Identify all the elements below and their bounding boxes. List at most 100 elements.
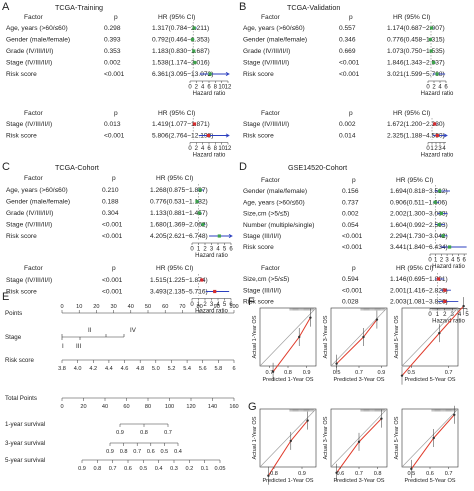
x-tick-label: 3 xyxy=(438,146,442,152)
header-hr: HR (95% CI) xyxy=(396,177,433,184)
header-factor: Factor xyxy=(261,177,280,184)
nomogram-tick-label: 90 xyxy=(214,304,220,310)
x-tick-label: 6 xyxy=(229,247,233,253)
hr-point xyxy=(438,189,442,193)
row-p: 0.594 xyxy=(342,276,359,283)
y-axis-label: Actual 5-Year OS xyxy=(394,416,400,459)
row-p: 0.002 xyxy=(104,60,121,67)
x-tick-label: 5 xyxy=(457,258,461,264)
row-hr: 0.776(0.458−1.315) xyxy=(387,37,445,44)
row-factor: Risk score xyxy=(6,133,37,140)
row-factor: Grade (IV/III/II/I) xyxy=(6,48,53,55)
calibration-line xyxy=(267,420,308,476)
x-tick-label: 0.9 xyxy=(378,370,386,376)
row-hr: 2.325(1.188−4.550) xyxy=(387,133,445,140)
calibration-point xyxy=(267,474,270,477)
calibration-point xyxy=(438,331,441,335)
row-p: <0.001 xyxy=(102,277,123,284)
hr-point xyxy=(192,122,197,126)
hr-point xyxy=(437,223,441,227)
row-hr: 3.441(1.840−6.434) xyxy=(390,244,448,251)
row-hr: 1.174(0.687−2.007) xyxy=(387,25,445,32)
calibration-point xyxy=(271,370,275,373)
nomogram-tick-label: 0.6 xyxy=(124,466,132,472)
x-tick-label: 0 xyxy=(426,85,430,91)
hr-point xyxy=(428,37,432,42)
ci-arrow xyxy=(228,234,233,238)
row-factor: Size,cm (>5/≤5) xyxy=(243,211,289,218)
row-p: 0.013 xyxy=(104,121,121,128)
x-tick-label: 2 xyxy=(443,312,447,318)
nomogram-tick-label: 100 xyxy=(229,304,238,310)
row-factor: Stage (III/II/I) xyxy=(243,233,281,240)
nomogram-tick-label: 50 xyxy=(145,304,151,310)
row-hr: 1.846(1.343−2.537) xyxy=(387,60,445,67)
nomogram-tick-label: 70 xyxy=(179,304,185,310)
row-factor: Gender (male/female) xyxy=(243,188,307,195)
header-p: p xyxy=(114,110,118,117)
nomogram-tick-label: 10 xyxy=(76,304,82,310)
x-tick-label: 2 xyxy=(195,146,199,152)
x-tick-label: 5 xyxy=(223,247,227,253)
x-axis-label: Hazard ratio xyxy=(421,153,454,159)
row-hr: 0.776(0.531−1.132) xyxy=(150,199,208,206)
x-tick-label: 4 xyxy=(442,146,446,152)
row-hr: 1.133(0.881−1.457) xyxy=(150,210,208,217)
header-hr: HR (95% CI) xyxy=(156,175,193,182)
nomogram-tick-label: 5.8 xyxy=(214,366,222,372)
header-p: p xyxy=(349,110,353,117)
nomogram-tick-label: 5.4 xyxy=(183,366,191,372)
x-tick-label: 6 xyxy=(207,146,211,152)
nomogram-tick-label: 160 xyxy=(229,404,238,410)
hr-point xyxy=(435,133,439,138)
nomogram-tick-label: 6 xyxy=(232,366,235,372)
header-factor: Factor xyxy=(24,175,43,182)
x-tick-label: 0.7 xyxy=(445,471,453,477)
x-tick-label: 0.5 xyxy=(407,471,415,477)
row-p: <0.001 xyxy=(339,60,360,67)
hr-point xyxy=(217,234,221,238)
x-tick-label: 0 xyxy=(188,85,192,91)
panel-label: D xyxy=(239,161,247,173)
panel-title: TCGA-Training xyxy=(55,3,103,12)
row-p: <0.001 xyxy=(104,71,125,78)
nomogram-tick-label: 0.8 xyxy=(120,449,128,455)
nomogram-tick-label: 5.6 xyxy=(199,366,207,372)
x-axis-label: Hazard ratio xyxy=(432,318,465,324)
row-p: 0.557 xyxy=(339,25,356,32)
x-tick-label: 2 xyxy=(195,85,199,91)
ci-arrow xyxy=(225,133,230,138)
y-axis-label: Actual 5-Year OS xyxy=(394,315,400,358)
calibration-point xyxy=(309,316,312,319)
row-factor: Risk score xyxy=(243,71,274,78)
row-hr: 0.906(0.511−1.606) xyxy=(390,199,447,206)
hr-point xyxy=(435,72,439,76)
row-factor: Stage (IV/III/II/I) xyxy=(6,222,52,229)
hr-point xyxy=(208,72,212,76)
nomogram-tick-label: 0.8 xyxy=(140,430,148,436)
header-factor: Factor xyxy=(24,110,43,117)
nomogram-tick-label: 80 xyxy=(145,404,151,410)
x-tick-label: 0.8 xyxy=(284,370,292,376)
row-factor: Risk score xyxy=(243,244,274,251)
nomogram-tick-label: 100 xyxy=(165,404,174,410)
x-tick-label: 12 xyxy=(225,85,232,91)
panel-a-forest: A TCGA-Training Factor p HR (95% CI) Age, yea… xyxy=(2,1,232,159)
x-tick-label: 1 xyxy=(197,302,201,308)
row-factor: Number (multiple/single) xyxy=(243,222,314,229)
calibration-point xyxy=(362,335,365,339)
row-hr: 1.604(0.992−2.593) xyxy=(390,222,448,229)
stage-tick-label: I xyxy=(62,343,64,350)
nomogram-tick-label: 5.0 xyxy=(152,366,160,372)
row-p: 0.353 xyxy=(104,48,121,55)
stage-tick-label: II xyxy=(88,327,92,334)
hr-point xyxy=(192,49,196,53)
row-hr: 1.268(0.875−1.837) xyxy=(150,187,208,194)
x-tick-label: 0 xyxy=(428,258,432,264)
row-p: <0.001 xyxy=(104,133,125,140)
header-hr: HR (95% CI) xyxy=(156,265,193,272)
row-factor: Size,cm (>5/≤5) xyxy=(243,276,289,283)
nomogram-tick-label: 60 xyxy=(162,304,168,310)
calibration-point xyxy=(380,417,383,420)
x-tick-label: 3 xyxy=(210,302,214,308)
